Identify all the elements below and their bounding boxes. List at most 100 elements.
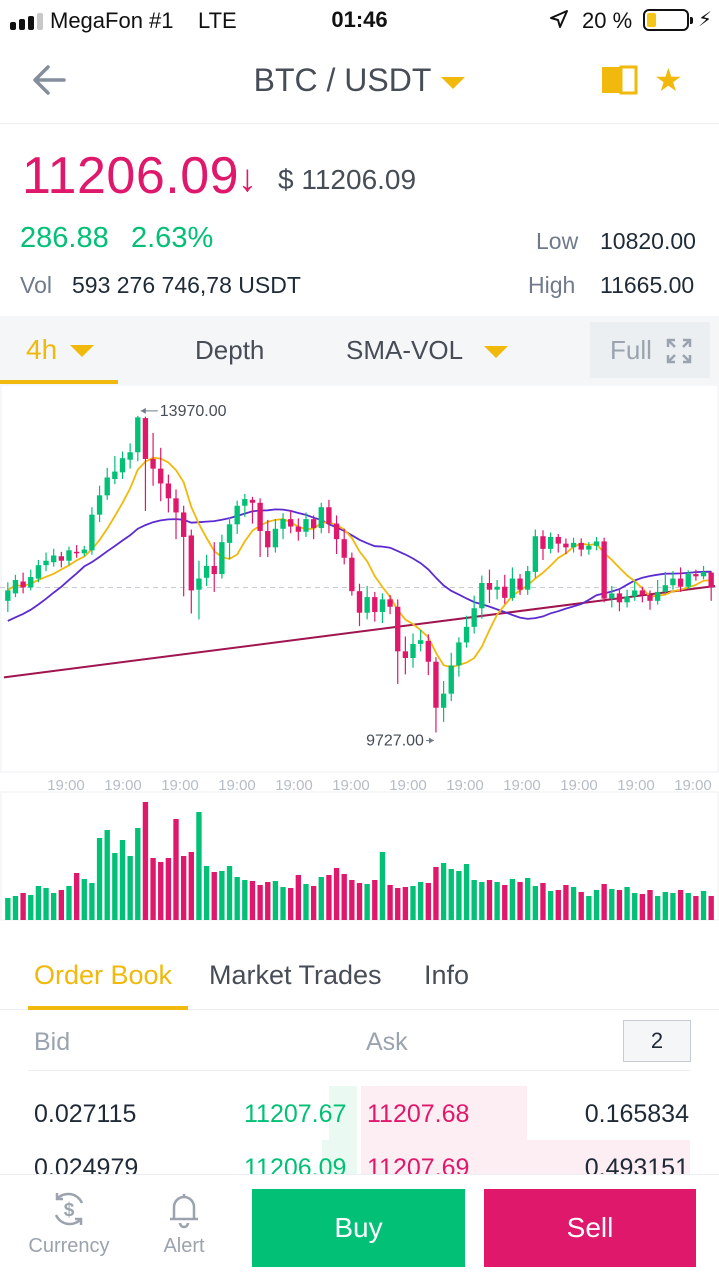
tab-order-book[interactable]: Order Book [34, 960, 173, 990]
volume-bar [708, 896, 714, 920]
volume-bar [379, 852, 386, 920]
clock: 01:46 [331, 7, 388, 32]
volume-bar [135, 828, 141, 920]
candle-body [196, 578, 202, 590]
candle-body [58, 556, 65, 561]
volume-bar [333, 868, 340, 920]
volume-bar [532, 886, 539, 920]
volume-bar [547, 891, 554, 920]
alert-label: Alert [163, 1235, 205, 1257]
candle-body [43, 560, 49, 566]
order-book-row[interactable]: 0.027115 11207.67 11207.68 0.165834 [0, 1086, 719, 1140]
candle-body [700, 571, 707, 577]
candle-body [12, 580, 19, 594]
volume-bar [570, 887, 577, 920]
volume-bar [51, 893, 57, 920]
volume-bar [609, 889, 615, 920]
max-price-label: 13970.00 [160, 403, 227, 420]
tab-info[interactable]: Info [424, 960, 470, 990]
star-icon[interactable]: ★ [654, 62, 683, 98]
interval-selector[interactable]: 4h [0, 316, 118, 384]
candle-body [479, 583, 485, 609]
battery-percent: 20 % [582, 8, 633, 33]
candle-body [112, 471, 118, 480]
volume-bar [341, 874, 347, 920]
candle-body [203, 565, 210, 578]
volume-bar [593, 890, 600, 920]
candle-body [433, 661, 439, 708]
candle-body [517, 578, 523, 590]
volume-bar [555, 890, 561, 920]
candle-body [417, 640, 424, 644]
header: BTC / USDT ★ [0, 40, 719, 124]
candle-body [410, 643, 416, 659]
book-icon[interactable] [600, 64, 638, 96]
back-arrow-icon[interactable] [28, 58, 72, 102]
price-chart[interactable]: 13970.00 9727.00 19:00 19:00 19:00 19:00 19:00… [0, 384, 719, 924]
candle-body [387, 599, 393, 607]
candle-body [547, 536, 554, 549]
currency-label: Currency [28, 1235, 110, 1257]
candle-body [463, 626, 470, 643]
candle-body [379, 599, 386, 612]
volume-bar [586, 896, 592, 920]
volume-bar [425, 883, 431, 920]
candle-body [211, 565, 217, 575]
candle-body [372, 597, 378, 612]
pair-selector[interactable]: BTC / USDT [0, 62, 719, 99]
location-arrow-icon [550, 10, 568, 28]
volume-bar [119, 840, 126, 920]
candle-body [242, 499, 248, 506]
candle-body [310, 519, 317, 529]
candle-body [165, 483, 172, 499]
high-value: 11665.00 [600, 272, 695, 298]
volume-bar [89, 883, 95, 920]
max-pointer-arrow [140, 407, 146, 414]
volume-bar [349, 880, 355, 920]
volume-bar [158, 862, 164, 920]
down-arrow-icon: ↓ [238, 158, 257, 200]
bell-icon [170, 1194, 198, 1229]
depth-tab[interactable]: Depth [195, 335, 265, 365]
volume-bar [242, 880, 248, 920]
caret-down-icon [70, 345, 94, 357]
min-price-label: 9727.00 [366, 733, 424, 750]
candle-body [89, 514, 95, 551]
currency-button[interactable]: $ Currency [22, 1189, 116, 1258]
volume-bar [693, 896, 699, 920]
candle-body [295, 526, 302, 532]
candle-body [456, 642, 462, 666]
candle-body [708, 572, 714, 588]
volume-bar [73, 873, 80, 920]
candle-body [647, 594, 653, 601]
volume-bar [234, 877, 240, 920]
precision-selector[interactable]: 2 [623, 1020, 691, 1062]
active-tab-underline [28, 1006, 188, 1010]
ask-quantity: 0.165834 [584, 1100, 689, 1128]
ask-price: 11207.68 [367, 1100, 470, 1128]
fullscreen-label: Full [610, 335, 652, 365]
candle-body [525, 571, 531, 590]
sell-button[interactable]: Sell [484, 1189, 696, 1267]
time-axis-label: 19:00 [389, 777, 427, 794]
candle-body [73, 551, 80, 554]
candle-body [578, 542, 584, 550]
candle-body [150, 458, 156, 469]
volume-bar [272, 881, 279, 920]
candle-body [563, 543, 569, 548]
indicator-selector[interactable]: SMA-VOL [346, 335, 464, 365]
candle-body [395, 606, 401, 652]
candle-body [364, 597, 370, 613]
volume-bar [601, 884, 607, 920]
tab-market-trades[interactable]: Market Trades [209, 960, 382, 990]
ma-long-line [3, 584, 716, 679]
buy-button[interactable]: Buy [252, 1189, 465, 1267]
alert-button[interactable]: Alert [152, 1189, 216, 1258]
fullscreen-button[interactable]: Full [590, 322, 710, 378]
candle-body [142, 418, 149, 459]
volume-bar [257, 885, 263, 920]
candle-body [471, 608, 477, 627]
candle-body [609, 593, 615, 599]
candle-body [158, 468, 164, 484]
candle-body [272, 528, 279, 548]
